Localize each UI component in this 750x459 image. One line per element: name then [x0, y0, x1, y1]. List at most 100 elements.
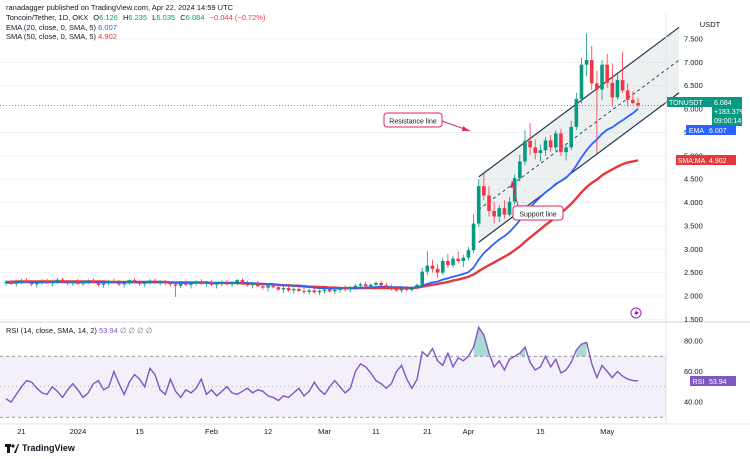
candle-body: [281, 288, 286, 290]
time-label: May: [600, 427, 614, 436]
candle-body: [266, 285, 270, 288]
tradingview-logo[interactable]: TradingView: [5, 443, 75, 453]
candle-body: [497, 208, 502, 217]
ema-tag: EMA 6.007: [686, 125, 736, 135]
time-axis[interactable]: 21 2024 15 Feb 12 Mar 11 21 Apr 15 May: [17, 427, 614, 436]
sma-legend[interactable]: SMA (50, close, 0, SMA, 5) 4.902: [6, 32, 117, 41]
candle-body: [297, 288, 301, 291]
rsi-axis[interactable]: 80.00 60.00 40.00: [684, 337, 703, 407]
candle-body: [209, 282, 214, 285]
rsi-tag-value: 53.94: [709, 379, 727, 386]
price-tick-label: 6.500: [684, 81, 703, 90]
candle-body: [261, 286, 265, 288]
candle-body: [338, 288, 342, 290]
ema-tag-value: 6.007: [709, 128, 727, 135]
candle-body: [605, 64, 609, 83]
candle-body: [476, 186, 481, 224]
candle-body: [435, 268, 440, 273]
rsi-tick-label: 40.00: [684, 398, 703, 407]
candle-body: [569, 126, 574, 148]
candle-body: [579, 64, 584, 99]
resistance-label: Resistance line: [389, 119, 437, 126]
candle-body: [584, 60, 589, 65]
price-tick-label: 1.500: [684, 315, 703, 324]
candle-body: [538, 150, 543, 154]
candle-body: [173, 284, 178, 286]
candle-body: [65, 282, 70, 284]
ema-legend-value: 6.007: [98, 23, 117, 32]
candle-body: [358, 284, 363, 286]
symbol-title[interactable]: Toncoin/Tether, 1D, OKX: [6, 13, 89, 22]
candle-body: [589, 60, 594, 84]
close-label: C: [180, 13, 186, 22]
candle-body: [415, 284, 419, 288]
candle-body: [29, 282, 34, 285]
candle-body: [60, 279, 65, 283]
candle-body: [276, 287, 281, 290]
candle-body: [86, 280, 91, 282]
time-label: Mar: [318, 427, 331, 436]
candle-body: [399, 288, 404, 291]
candle-body: [440, 260, 445, 273]
ema-legend-label: EMA (20, close, 0, SMA, 5): [6, 23, 97, 32]
candle-body: [240, 280, 245, 284]
candle-body: [528, 140, 532, 148]
ema20-line: [6, 108, 639, 290]
price-tick-label: 4.000: [684, 198, 703, 207]
time-label: 21: [423, 427, 431, 436]
candle-body: [55, 279, 60, 282]
rsi-tick-label: 60.00: [684, 367, 703, 376]
candle-body: [112, 281, 116, 283]
sma-tag-value: 4.902: [709, 158, 727, 165]
rsi-legend-placeholders: ∅ ∅ ∅ ∅: [119, 326, 153, 335]
candle-body: [245, 283, 250, 286]
author-line: ranadagger published on TradingView.com,…: [6, 3, 236, 12]
change-value: −0.044 (−0.72%): [209, 13, 266, 22]
support-annotation: Support line: [510, 180, 564, 221]
tradingview-icon: [5, 443, 19, 453]
candle-body: [163, 281, 168, 284]
candle-body: [543, 140, 548, 151]
candle-body: [4, 281, 8, 283]
candle-body: [636, 103, 640, 106]
ascending-channel-fill: [478, 27, 680, 243]
low-value: 6.035: [156, 13, 176, 22]
candle-body: [96, 282, 101, 285]
candle-body: [374, 282, 378, 285]
candle-body: [394, 288, 399, 291]
candle-body: [101, 283, 106, 285]
candle-body: [425, 265, 430, 272]
candle-body: [512, 178, 517, 202]
candle-body: [322, 289, 327, 291]
candle-body: [600, 64, 604, 90]
candle-body: [327, 289, 332, 292]
support-label: Support line: [519, 212, 556, 219]
ohlc-line: Toncoin/Tether, 1D, OKX O6.126 H6.235 L6…: [6, 13, 268, 22]
price-tick-label: 2.500: [684, 268, 703, 277]
candle-body: [631, 99, 635, 104]
lightning-icon[interactable]: [630, 307, 642, 319]
tag-price: 6.084: [714, 100, 732, 107]
price-axis[interactable]: 7.5007.0006.5006.0005.5005.0004.5004.000…: [684, 35, 703, 324]
candle-body: [158, 281, 162, 283]
author-text: ranadagger published on TradingView.com,…: [6, 3, 234, 12]
candle-body: [574, 98, 579, 127]
candle-body: [45, 281, 49, 284]
candle-body: [302, 290, 306, 292]
rsi-legend-label: RSI (14, close, SMA, 14, 2): [6, 326, 97, 335]
rsi-overbought-fill: [473, 327, 587, 357]
sma-tag: SMA:MA 4.902: [676, 155, 736, 165]
candle-body: [487, 195, 491, 211]
rsi-tick-label: 80.00: [684, 337, 703, 346]
candle-body: [35, 282, 39, 285]
candle-body: [548, 140, 553, 148]
candle-body: [615, 80, 620, 98]
rsi-legend[interactable]: RSI (14, close, SMA, 14, 2) 53.94 ∅ ∅ ∅ …: [6, 326, 152, 335]
price-tick-label: 4.500: [684, 175, 703, 184]
candle-body: [363, 284, 368, 287]
candle-body: [271, 285, 275, 288]
time-label: Feb: [205, 427, 218, 436]
ema-legend[interactable]: EMA (20, close, 0, SMA, 5) 6.007: [6, 23, 117, 32]
candle-body: [40, 281, 44, 283]
